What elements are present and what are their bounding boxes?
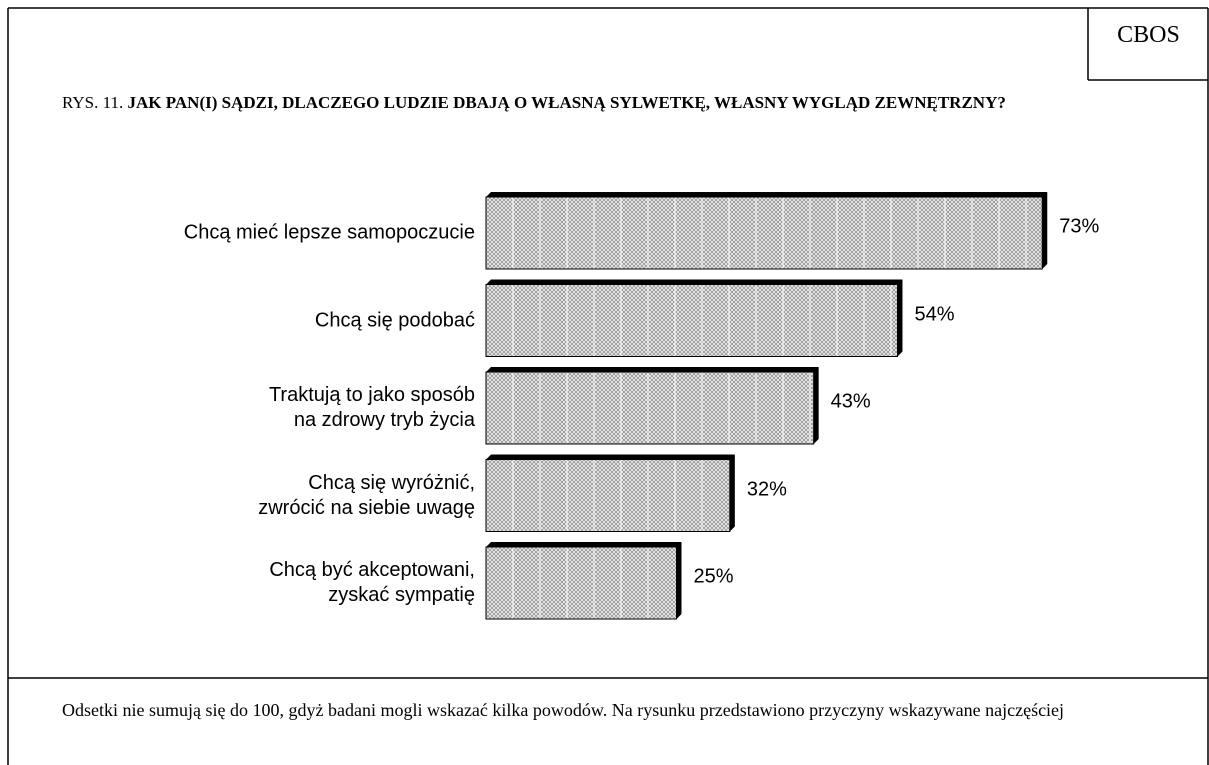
footnote: Odsetki nie sumują się do 100, gdyż bada… (62, 700, 1065, 720)
value-label: 43% (830, 390, 871, 413)
chart-title: RYS. 11. JAK PAN(I) SĄDZI, DLACZEGO LUDZ… (62, 90, 1102, 116)
source-label: CBOS (1117, 22, 1180, 48)
bar (485, 371, 815, 445)
title-text: JAK PAN(I) SĄDZI, DLACZEGO LUDZIE DBAJĄ … (127, 93, 1006, 112)
value-label: 25% (693, 565, 734, 588)
category-label: Chcą mieć lepsze samopoczucie (183, 221, 475, 244)
value-label: 54% (914, 303, 955, 325)
frame (7, 7, 1209, 765)
figure-label: RYS. 11. (62, 93, 124, 112)
bar (485, 284, 898, 357)
category-label: Chcą być akceptowani, zyskać sympatię (269, 559, 475, 606)
value-label: 32% (746, 478, 787, 500)
category-label: Chcą się wyróżnić, zwrócić na siebie uwa… (258, 471, 475, 519)
category-label: Chcą się podobać (314, 309, 475, 331)
bar (485, 546, 677, 620)
category-label: Traktują to jako sposób na zdrowy tryb ż… (268, 384, 475, 431)
bar (485, 459, 731, 532)
bar (485, 196, 1043, 270)
value-label: 73% (1059, 215, 1100, 238)
